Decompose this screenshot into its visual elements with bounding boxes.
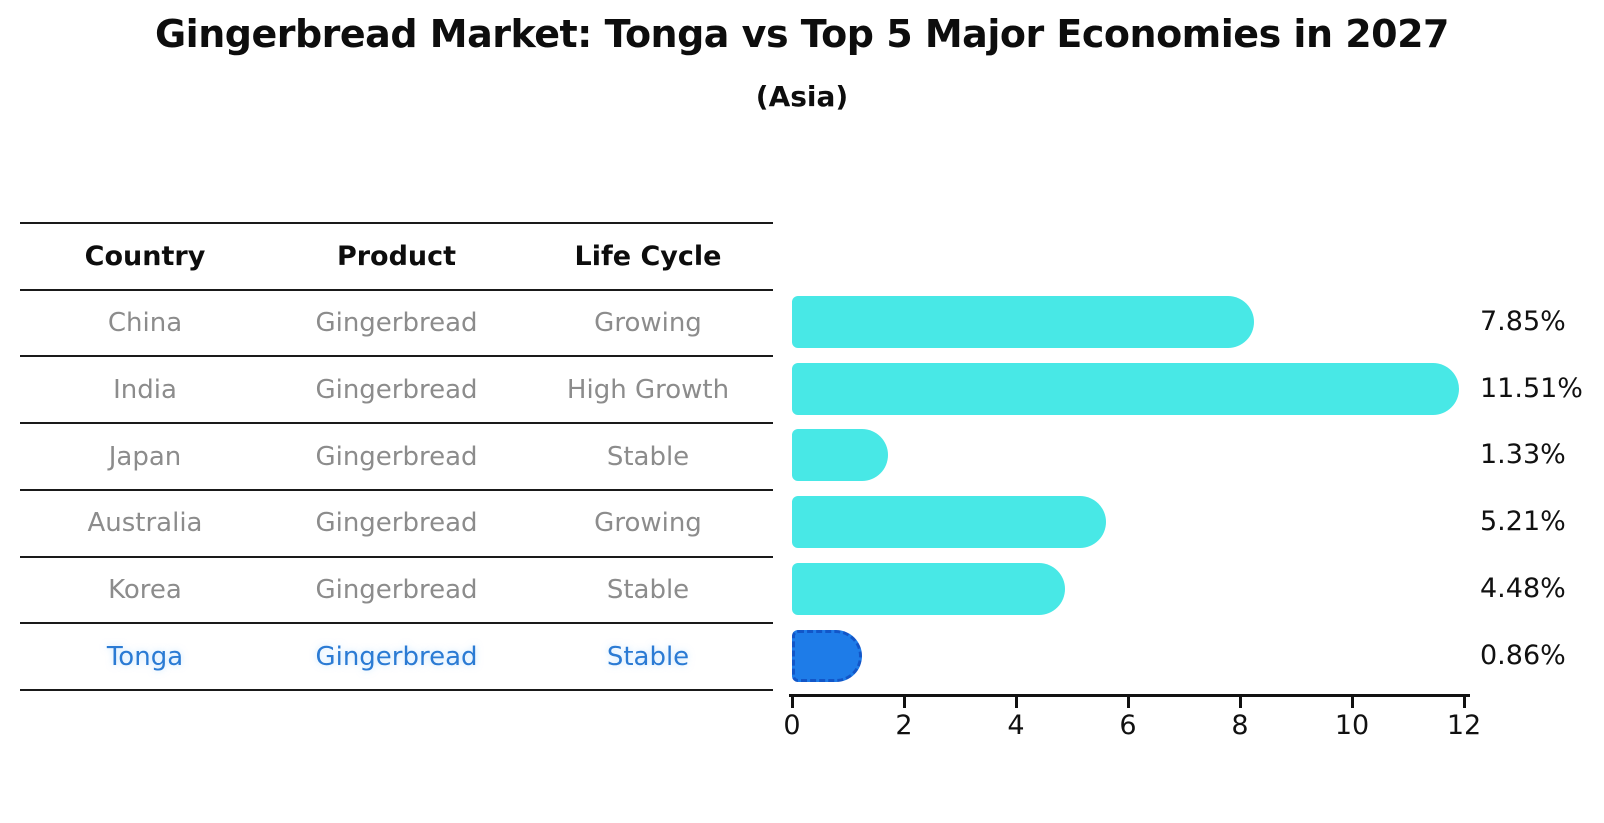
table-row: Korea Gingerbread Stable [20, 555, 773, 623]
table-row: China Gingerbread Growing [20, 288, 773, 356]
table-cell-life_cycle: High Growth [566, 374, 730, 405]
table-cell-life_cycle: Stable [606, 641, 690, 672]
x-axis-tick-label: 6 [1119, 710, 1137, 741]
x-axis-tick [1462, 697, 1466, 708]
value-label: 11.51% [1480, 372, 1583, 404]
table-cell-life_cycle: Growing [594, 508, 702, 539]
value-label: 4.48% [1480, 572, 1566, 604]
bar-india [792, 362, 1459, 415]
table-cell-life_cycle: Stable [606, 441, 690, 472]
bar-tonga [792, 629, 863, 682]
table-cell-country: Tonga [106, 641, 184, 672]
table-header-row: Country Product Life Cycle [20, 222, 773, 289]
table-cell-country: Australia [87, 508, 203, 539]
table-header-product: Product [336, 240, 457, 272]
table-cell-product: Gingerbread [315, 508, 478, 539]
table-cell-product: Gingerbread [315, 441, 478, 472]
value-label: 7.85% [1480, 306, 1566, 337]
x-axis-tick-label: 12 [1446, 710, 1482, 741]
x-axis-tick-label: 10 [1334, 710, 1370, 741]
x-axis-tick [790, 697, 794, 708]
x-axis-tick-label: 0 [783, 710, 801, 741]
x-axis-tick [1350, 697, 1354, 708]
table-cell-country: China [107, 308, 183, 339]
bar-japan [792, 429, 889, 482]
table-cell-product: Gingerbread [315, 641, 478, 672]
x-axis-line [789, 694, 1470, 697]
x-axis-tick-label: 2 [895, 710, 913, 741]
table-cell-life_cycle: Stable [606, 574, 690, 605]
table-cell-product: Gingerbread [315, 374, 478, 405]
table-header-country: Country [84, 240, 206, 272]
value-label: 1.33% [1480, 439, 1566, 471]
table-row: India Gingerbread High Growth [20, 355, 773, 422]
chart-subtitle: (Asia) [755, 80, 849, 113]
bar-china [792, 296, 1254, 348]
table-cell-life_cycle: Growing [594, 308, 702, 339]
table-row: Tonga Gingerbread Stable [20, 622, 773, 689]
table-row: Japan Gingerbread Stable [20, 422, 773, 489]
chart-title: Gingerbread Market: Tonga vs Top 5 Major… [154, 12, 1450, 56]
x-axis-tick [902, 697, 906, 708]
x-axis-tick [1126, 697, 1130, 708]
table-cell-country: India [113, 374, 177, 405]
table-cell-product: Gingerbread [315, 308, 478, 339]
value-label: 5.21% [1480, 506, 1566, 538]
x-axis-tick-label: 4 [1007, 710, 1025, 741]
table-cell-country: Japan [108, 441, 182, 472]
value-label: 0.86% [1480, 639, 1566, 671]
table-cell-country: Korea [108, 574, 182, 605]
bar-australia [792, 496, 1106, 549]
bar-korea [792, 562, 1065, 615]
table-row: Australia Gingerbread Growing [20, 488, 773, 556]
x-axis-tick-label: 8 [1231, 710, 1249, 741]
country-table: Country Product Life Cycle China Gingerbr… [20, 222, 773, 691]
table-cell-product: Gingerbread [315, 574, 478, 605]
table-header-lifecycle: Life Cycle [574, 240, 722, 272]
x-axis-tick [1014, 697, 1018, 708]
x-axis-tick [1238, 697, 1242, 708]
